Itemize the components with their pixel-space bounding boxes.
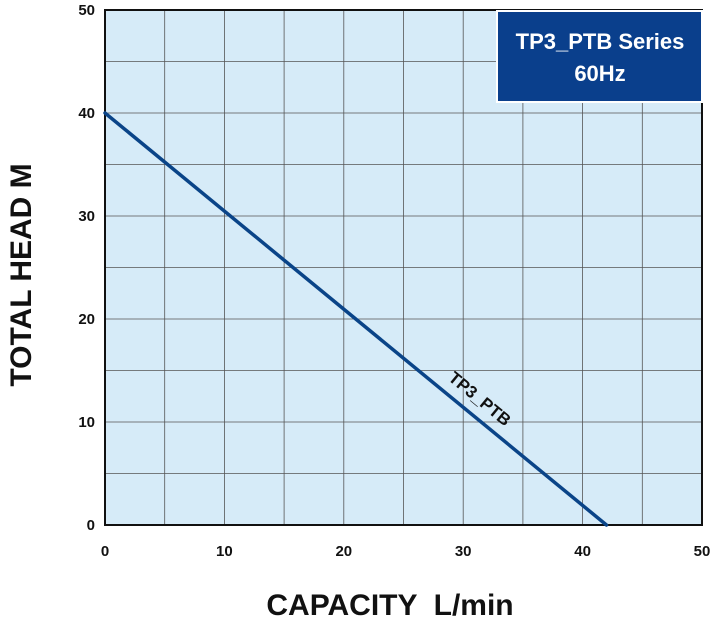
y-tick-label: 40 bbox=[78, 105, 95, 122]
y-tick-label: 0 bbox=[87, 517, 95, 534]
legend-box: TP3_PTB Series 60Hz bbox=[496, 10, 703, 103]
plot-frame bbox=[104, 9, 703, 526]
x-tick-label: 40 bbox=[574, 543, 591, 560]
x-tick-label: 50 bbox=[694, 543, 711, 560]
y-tick-label: 20 bbox=[78, 311, 95, 328]
legend-frequency-text: 60Hz bbox=[574, 61, 625, 86]
y-axis-title: TOTAL HEAD M bbox=[5, 163, 38, 386]
legend-background bbox=[496, 10, 703, 103]
y-tick-label: 30 bbox=[78, 208, 95, 225]
y-tick-label: 10 bbox=[78, 414, 95, 431]
x-tick-label: 30 bbox=[455, 543, 472, 560]
tick-labels: 0 10 20 30 40 50 0 10 20 30 40 50 bbox=[78, 2, 710, 560]
series-line-tp3-ptb bbox=[103, 111, 609, 527]
x-axis-title: CAPACITY L/min bbox=[266, 589, 513, 622]
x-tick-label: 10 bbox=[216, 543, 233, 560]
y-tick-label: 50 bbox=[78, 2, 95, 19]
x-tick-label: 0 bbox=[101, 543, 109, 560]
legend-series-text: TP3_PTB Series bbox=[516, 29, 685, 54]
x-tick-label: 20 bbox=[335, 543, 352, 560]
